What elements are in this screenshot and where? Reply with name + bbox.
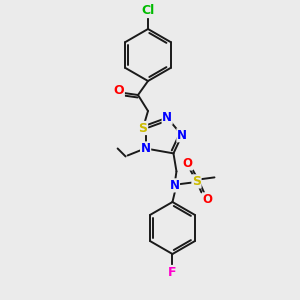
Text: N: N (177, 129, 187, 142)
Text: F: F (168, 266, 177, 278)
Text: O: O (114, 85, 124, 98)
Text: Cl: Cl (141, 4, 154, 17)
Text: N: N (169, 179, 179, 192)
Text: O: O (182, 157, 193, 170)
Text: O: O (202, 193, 212, 206)
Text: S: S (139, 122, 148, 134)
Text: N: N (162, 111, 172, 124)
Text: S: S (192, 175, 201, 188)
Text: N: N (141, 142, 151, 155)
